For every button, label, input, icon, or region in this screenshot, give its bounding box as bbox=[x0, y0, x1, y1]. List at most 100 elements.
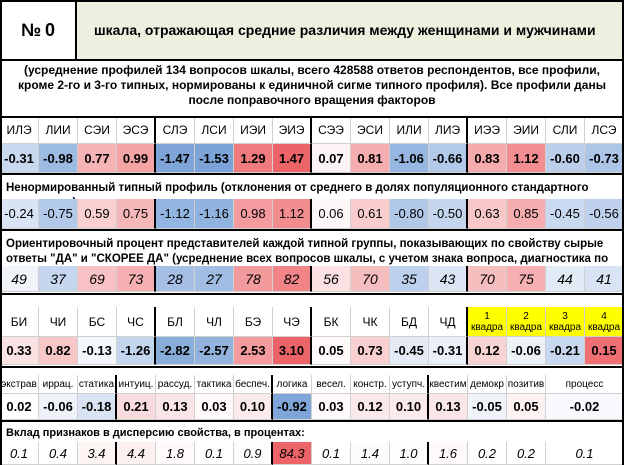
trait-header-1: иррац. bbox=[39, 375, 78, 394]
type-header-13: ЭИИ bbox=[507, 117, 546, 144]
dichotomy-header-3: ЧС bbox=[117, 307, 156, 337]
contrib-value-6: 0.9 bbox=[234, 442, 273, 465]
dichotomy-header-10: БД bbox=[390, 307, 429, 337]
pct-value-8: 56 bbox=[312, 266, 351, 292]
contrib-value-5: 0.1 bbox=[195, 442, 234, 465]
quadra-number: 3 bbox=[562, 310, 568, 322]
dichotomy-header-5: ЧЛ bbox=[195, 307, 234, 337]
trait-value-9: 0.12 bbox=[351, 394, 390, 420]
dichotomy-value-6: 2.53 bbox=[234, 337, 273, 365]
type-header-4: СЛЭ bbox=[156, 117, 195, 144]
header-number-box: № 0 bbox=[0, 0, 76, 60]
contrib-value-0: 0.1 bbox=[0, 442, 39, 465]
nonnorm-profile-row: -0.24 -0.75 0.59 0.75 -1.12 -1.16 0.98 1.12 0.06… bbox=[0, 199, 624, 229]
dichotomy-value-10: -0.45 bbox=[390, 337, 429, 365]
pct-value-10: 35 bbox=[390, 266, 429, 292]
dichotomy-header-11: ЧД bbox=[429, 307, 468, 337]
pct-value-13: 75 bbox=[507, 266, 546, 292]
quadra-number: 1 bbox=[484, 310, 490, 322]
nonnorm-value-3: 0.75 bbox=[117, 199, 156, 229]
number-label: № bbox=[20, 19, 42, 40]
type-header-12: ИЭЭ bbox=[468, 117, 507, 144]
trait-header-4: рассуд. bbox=[156, 375, 195, 394]
trait-header-10: уступч. bbox=[390, 375, 429, 394]
trait-value-6: 0.10 bbox=[234, 394, 273, 420]
typed-value-13: 1.12 bbox=[507, 144, 546, 173]
trait-header-2: статика bbox=[78, 375, 117, 394]
typed-value-4: -1.47 bbox=[156, 144, 195, 173]
trait-value-14: -0.02 bbox=[546, 394, 624, 420]
nonnorm-value-15: -0.56 bbox=[585, 199, 624, 229]
type-header-0: ИЛЭ bbox=[0, 117, 39, 144]
nonnorm-value-13: 0.85 bbox=[507, 199, 546, 229]
nonnorm-value-11: -0.50 bbox=[429, 199, 468, 229]
contrib-value-10: 1.0 bbox=[390, 442, 429, 465]
pct-value-12: 70 bbox=[468, 266, 507, 292]
frame-types-top bbox=[0, 116, 624, 118]
nonnorm-value-12: 0.63 bbox=[468, 199, 507, 229]
typed-value-6: 1.29 bbox=[234, 144, 273, 173]
dichotomy-value-0: 0.33 bbox=[0, 337, 39, 365]
contrib-value-2: 3.4 bbox=[78, 442, 117, 465]
dichotomy-value-1: 0.82 bbox=[39, 337, 78, 365]
contrib-row: 0.1 0.4 3.4 4.4 1.8 0.1 0.9 84.3 0.1 1.4 1.0 1.6 0.2… bbox=[0, 442, 624, 465]
nonnorm-value-6: 0.98 bbox=[234, 199, 273, 229]
nonnorm-value-5: -1.16 bbox=[195, 199, 234, 229]
trait-header-5: тактика bbox=[195, 375, 234, 394]
dichotomy-header-6: БЭ bbox=[234, 307, 273, 337]
page-title: шкала, отражающая средние различия между… bbox=[94, 22, 596, 38]
pct-row: 49 37 69 73 28 27 78 82 56 70 35 43 70 75 44 41 bbox=[0, 266, 624, 292]
nonnorm-value-9: 0.61 bbox=[351, 199, 390, 229]
trait-value-0: 0.02 bbox=[0, 394, 39, 420]
pct-value-1: 37 bbox=[39, 266, 78, 292]
dichotomy-value-11: -0.31 bbox=[429, 337, 468, 365]
contrib-value-8: 0.1 bbox=[312, 442, 351, 465]
nonnorm-value-1: -0.75 bbox=[39, 199, 78, 229]
trait-header-14: процесс bbox=[546, 375, 624, 394]
typed-value-10: -1.06 bbox=[390, 144, 429, 173]
pct-value-3: 73 bbox=[117, 266, 156, 292]
contrib-value-1: 0.4 bbox=[39, 442, 78, 465]
quadra-number: 2 bbox=[523, 310, 529, 322]
dichotomy-value-5: -2.57 bbox=[195, 337, 234, 365]
type-header-10: ИЛИ bbox=[390, 117, 429, 144]
trait-value-4: 0.13 bbox=[156, 394, 195, 420]
frame-header-bottom bbox=[0, 59, 624, 61]
contrib-value-9: 1.4 bbox=[351, 442, 390, 465]
frame-left bbox=[0, 0, 2, 465]
quadra-header-2: 3 квадра bbox=[546, 307, 585, 337]
typed-value-3: 0.99 bbox=[117, 144, 156, 173]
quadra-value-3: 0.15 bbox=[585, 337, 624, 365]
nonnorm-value-0: -0.24 bbox=[0, 199, 39, 229]
trait-value-11: 0.13 bbox=[429, 394, 468, 420]
pct-value-14: 44 bbox=[546, 266, 585, 292]
dichotomy-header-row: БИ ЧИ БС ЧС БЛ ЧЛ БЭ ЧЭ БК ЧК БД ЧД 1 квадра 2 квадра 3 к… bbox=[0, 307, 624, 337]
type-header-8: СЭЭ bbox=[312, 117, 351, 144]
contrib-value-14: 0.1 bbox=[546, 442, 624, 465]
typed-value-14: -0.60 bbox=[546, 144, 585, 173]
type-header-6: ИЭИ bbox=[234, 117, 273, 144]
quadra-header-0: 1 квадра bbox=[468, 307, 507, 337]
quadra-word: квадра bbox=[509, 321, 543, 333]
nonnorm-value-4: -1.12 bbox=[156, 199, 195, 229]
frame-traits-bottom bbox=[0, 420, 624, 422]
header-title-box: шкала, отражающая средние различия между… bbox=[76, 0, 624, 60]
type-header-14: СЛИ bbox=[546, 117, 585, 144]
type-header-1: ЛИИ bbox=[39, 117, 78, 144]
quadra-value-1: -0.06 bbox=[507, 337, 546, 365]
trait-header-12: демокр bbox=[468, 375, 507, 394]
dichotomy-value-4: -2.82 bbox=[156, 337, 195, 365]
trait-value-7: -0.92 bbox=[273, 394, 312, 420]
frame-typed-bottom bbox=[0, 173, 624, 175]
nonnorm-value-10: -0.80 bbox=[390, 199, 429, 229]
quadra-word: квадра bbox=[548, 321, 582, 333]
trait-value-1: -0.06 bbox=[39, 394, 78, 420]
types-header-row: ИЛЭ ЛИИ СЭИ ЭСЭ СЛЭ ЛСИ ИЭИ ЭИЭ СЭЭ ЭСИ ИЛИ ЛИЭ ИЭЭ Э… bbox=[0, 117, 624, 144]
dichotomy-value-8: 0.05 bbox=[312, 337, 351, 365]
trait-header-0: экстрав bbox=[0, 375, 39, 394]
trait-value-13: 0.05 bbox=[507, 394, 546, 420]
contrib-value-4: 1.8 bbox=[156, 442, 195, 465]
typed-value-8: 0.07 bbox=[312, 144, 351, 173]
pct-value-2: 69 bbox=[78, 266, 117, 292]
frame-pct-bottom bbox=[0, 293, 624, 295]
